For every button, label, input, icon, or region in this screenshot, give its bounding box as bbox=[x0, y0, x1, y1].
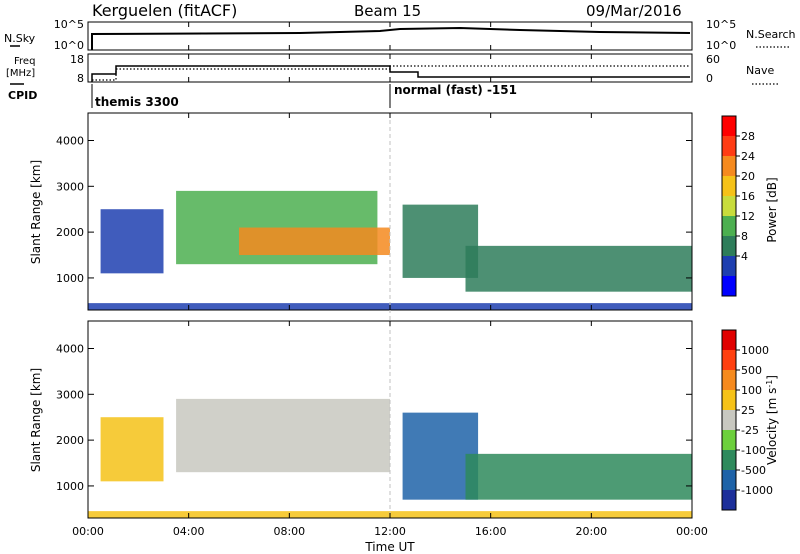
nsearch-tick-top: 10^5 bbox=[706, 18, 736, 31]
x-tick-label: 20:00 bbox=[575, 525, 607, 538]
beam-title: Beam 15 bbox=[354, 2, 421, 20]
colorbar-frame bbox=[721, 329, 737, 511]
velocity-colorbar: 1000 500 100 25 -25 -100 -500 -1000 bbox=[721, 329, 773, 511]
x-tick-label: 08:00 bbox=[273, 525, 305, 538]
x-tick-label: 16:00 bbox=[475, 525, 507, 538]
nsky-trace bbox=[91, 26, 691, 50]
nsky-label: N.Sky bbox=[4, 32, 36, 45]
colorbar-frame bbox=[721, 115, 737, 297]
colorbar-tick-label: 4 bbox=[741, 250, 748, 263]
x-tick-label: 00:00 bbox=[676, 525, 708, 538]
y-tick-label: 4000 bbox=[56, 134, 84, 147]
velocity-label-exp: -1 bbox=[765, 380, 774, 388]
colorbar-swatch bbox=[722, 216, 736, 236]
time-axis-label: Time UT bbox=[364, 540, 415, 554]
time-axis-ticks: 00:00 04:00 08:00 12:00 16:00 20:00 00:00 bbox=[72, 22, 708, 538]
colorbar-swatch bbox=[722, 116, 736, 136]
colorbar-tick-label: 25 bbox=[741, 404, 755, 417]
nave-trace bbox=[92, 65, 690, 81]
colorbar-tick-label: 100 bbox=[741, 384, 762, 397]
y-tick-label: 2000 bbox=[56, 226, 84, 239]
power-heatmap bbox=[88, 190, 692, 310]
colorbar-swatch bbox=[722, 256, 736, 276]
nave-tick-bottom: 0 bbox=[706, 72, 713, 85]
power-colorbar: 28 24 20 16 12 8 4 bbox=[721, 115, 755, 297]
scatter-region-2 bbox=[176, 398, 390, 473]
colorbar-swatch bbox=[722, 176, 736, 196]
colorbar-tick-label: 16 bbox=[741, 190, 755, 203]
date-title: 09/Mar/2016 bbox=[586, 2, 682, 20]
x-tick-label: 00:00 bbox=[72, 525, 104, 538]
colorbar-swatch bbox=[722, 490, 736, 510]
colorbar-swatch bbox=[722, 350, 736, 370]
colorbar-swatch bbox=[722, 276, 736, 296]
colorbar-tick-label: -25 bbox=[741, 424, 759, 437]
cpid-segment-2: normal (fast) -151 bbox=[394, 83, 517, 97]
cpid-segment-1: themis 3300 bbox=[95, 95, 179, 109]
power-colorbar-label: Power [dB] bbox=[765, 177, 779, 242]
colorbar-swatch bbox=[722, 136, 736, 156]
power-y-axis-label: Slant Range [km] bbox=[29, 160, 43, 264]
colorbar-tick-label: 20 bbox=[741, 170, 755, 183]
y-tick-label: 3000 bbox=[56, 180, 84, 193]
nsky-tick-top: 10^5 bbox=[54, 18, 84, 31]
cpid-label: CPID bbox=[8, 89, 37, 102]
colorbar-tick-label: -1000 bbox=[741, 484, 773, 497]
scatter-region-4 bbox=[465, 453, 692, 500]
x-tick-label: 04:00 bbox=[173, 525, 205, 538]
scatter-region-5 bbox=[465, 245, 692, 292]
x-tick-label: 12:00 bbox=[374, 525, 406, 538]
colorbar-swatch bbox=[722, 370, 736, 390]
station-title: Kerguelen (fitACF) bbox=[92, 1, 237, 20]
velocity-y-ticks: 4000 3000 2000 1000 bbox=[56, 342, 692, 493]
freq-label: Freq bbox=[14, 56, 35, 67]
freq-trace bbox=[91, 65, 690, 82]
scatter-region-1 bbox=[100, 417, 164, 482]
power-y-ticks: 4000 3000 2000 1000 bbox=[56, 134, 692, 285]
colorbar-tick-label: 500 bbox=[741, 364, 762, 377]
freq-tick-bottom: 8 bbox=[77, 72, 84, 85]
freq-tick-top: 18 bbox=[70, 53, 84, 66]
y-tick-label: 3000 bbox=[56, 388, 84, 401]
y-tick-label: 4000 bbox=[56, 342, 84, 355]
colorbar-swatch bbox=[722, 410, 736, 430]
colorbar-tick-label: -500 bbox=[741, 464, 766, 477]
velocity-label-unit: [m s bbox=[765, 388, 779, 414]
colorbar-swatch bbox=[722, 330, 736, 350]
scatter-region-3 bbox=[239, 227, 390, 256]
nsearch-label: N.Search bbox=[746, 28, 796, 41]
nave-label: Nave bbox=[746, 64, 774, 77]
colorbar-swatch bbox=[722, 236, 736, 256]
colorbar-tick-label: 24 bbox=[741, 150, 755, 163]
colorbar-swatch bbox=[722, 450, 736, 470]
y-tick-label: 1000 bbox=[56, 480, 84, 493]
velocity-label-main: Velocity bbox=[765, 418, 779, 465]
velocity-colorbar-label: Velocity [m s-1] bbox=[765, 375, 780, 465]
freq-unit-label: [MHz] bbox=[6, 68, 35, 79]
y-tick-label: 1000 bbox=[56, 272, 84, 285]
y-tick-label: 2000 bbox=[56, 434, 84, 447]
colorbar-tick-label: 12 bbox=[741, 210, 755, 223]
scatter-region-1 bbox=[100, 209, 164, 274]
colorbar-swatch bbox=[722, 470, 736, 490]
colorbar-tick-label: 8 bbox=[741, 230, 748, 243]
colorbar-swatch bbox=[722, 156, 736, 176]
colorbar-tick-label: -100 bbox=[741, 444, 766, 457]
nsky-tick-bottom: 10^0 bbox=[54, 39, 84, 52]
nsearch-tick-bottom: 10^0 bbox=[706, 39, 736, 52]
colorbar-swatch bbox=[722, 196, 736, 216]
colorbar-tick-label: 28 bbox=[741, 130, 755, 143]
velocity-y-axis-label: Slant Range [km] bbox=[29, 368, 43, 472]
colorbar-swatch bbox=[722, 430, 736, 450]
colorbar-tick-label: 1000 bbox=[741, 344, 769, 357]
nave-tick-top: 60 bbox=[706, 53, 720, 66]
colorbar-swatch bbox=[722, 390, 736, 410]
velocity-label-end: ] bbox=[765, 375, 779, 380]
